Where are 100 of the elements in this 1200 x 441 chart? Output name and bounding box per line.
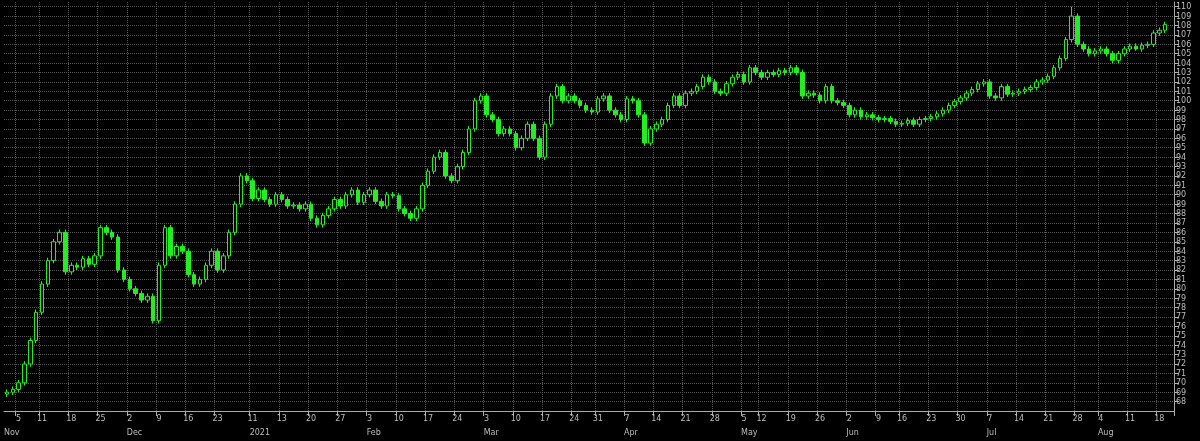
y-tick-label: 89 xyxy=(1176,199,1187,209)
candlestick xyxy=(391,191,395,200)
candlestick xyxy=(1052,64,1056,80)
text: 2021 xyxy=(249,427,270,437)
y-tick-label: 88 xyxy=(1176,209,1187,219)
x-tick-label: 10 xyxy=(393,413,404,423)
candlestick xyxy=(707,73,711,86)
candlestick xyxy=(40,280,44,316)
x-tick-label: 18 xyxy=(66,413,77,423)
candlestick xyxy=(233,200,237,236)
y-tick-label: 77 xyxy=(1176,312,1187,322)
x-tick-label: 11 xyxy=(247,413,258,423)
x-tick-label: 2 xyxy=(127,413,133,423)
x-tick-label: 14 xyxy=(1013,413,1025,423)
candlestick xyxy=(900,119,904,128)
candlestick xyxy=(350,186,354,199)
candlestick xyxy=(157,261,161,325)
y-tick-label: 80 xyxy=(1176,284,1187,294)
candlestick xyxy=(508,125,512,137)
text: Jun xyxy=(845,427,859,437)
y-tick-label: 84 xyxy=(1176,246,1187,256)
x-tick-label: 14 xyxy=(651,413,662,423)
y-tick-label: 73 xyxy=(1176,350,1187,360)
candlestick xyxy=(5,388,9,398)
x-tick-label: 13 xyxy=(276,413,287,423)
x-tick-label: 5 xyxy=(16,413,22,423)
x-tick-label: 27 xyxy=(335,413,346,423)
y-tick-label: 83 xyxy=(1176,256,1187,266)
y-tick-label: 100 xyxy=(1176,96,1192,106)
y-tick-label: 106 xyxy=(1176,39,1192,49)
candlestick xyxy=(783,67,787,76)
y-tick-label: 71 xyxy=(1176,368,1187,378)
y-tick-label: 95 xyxy=(1176,143,1187,153)
candlestick xyxy=(584,102,588,114)
x-tick-label: 16 xyxy=(896,413,908,423)
y-tick-label: 70 xyxy=(1176,378,1187,388)
x-tick-label: 18 xyxy=(1154,413,1165,423)
candlestick xyxy=(701,73,705,90)
y-tick-label: 107 xyxy=(1176,30,1192,40)
candlestick xyxy=(818,91,822,105)
x-tick-label: 21 xyxy=(1043,413,1054,423)
y-tick-label: 72 xyxy=(1176,359,1187,369)
candlestick xyxy=(198,276,202,288)
y-tick-label: 104 xyxy=(1176,58,1192,68)
candlestick xyxy=(116,233,120,274)
y-tick-label: 108 xyxy=(1176,21,1192,31)
x-tick-label: 5 xyxy=(741,413,747,423)
x-tick-label: 20 xyxy=(306,413,317,423)
candlestick xyxy=(432,153,436,175)
x-tick-label: 3 xyxy=(367,413,373,423)
y-tick-label: 96 xyxy=(1176,133,1187,143)
x-tick-label: 11 xyxy=(36,413,48,423)
x-tick-label: 9 xyxy=(876,413,882,423)
y-tick-label: 79 xyxy=(1176,293,1187,303)
x-tick-label: 9 xyxy=(156,413,162,423)
candlestick xyxy=(274,191,278,208)
y-tick-label: 92 xyxy=(1176,171,1187,181)
text: Aug xyxy=(1097,427,1114,437)
x-tick-label: 24 xyxy=(569,413,580,423)
candlestick xyxy=(976,80,980,93)
y-tick-label: 68 xyxy=(1176,397,1187,407)
y-tick-label: 110 xyxy=(1176,2,1192,12)
candlestick xyxy=(356,186,360,206)
y-tick-label: 75 xyxy=(1176,331,1187,341)
y-tick-label: 82 xyxy=(1176,265,1187,275)
x-tick-label: 28 xyxy=(1072,413,1083,423)
x-tick-label: 11 xyxy=(1125,413,1136,423)
candlestick xyxy=(473,97,477,133)
x-tick-label: 26 xyxy=(814,413,826,423)
y-tick-label: 105 xyxy=(1176,49,1192,59)
x-tick-label: 12 xyxy=(756,413,767,423)
text: Jul xyxy=(985,427,997,437)
candlestick xyxy=(1017,88,1021,97)
x-tick-label: 7 xyxy=(987,413,993,423)
y-tick-label: 101 xyxy=(1176,86,1192,96)
x-tick-label: 17 xyxy=(423,413,434,423)
y-tick-label: 86 xyxy=(1176,227,1187,237)
text: Mar xyxy=(483,427,500,437)
candlestick xyxy=(666,102,670,123)
text: Apr xyxy=(624,427,639,437)
y-tick-label: 85 xyxy=(1176,237,1187,247)
x-tick-label: 25 xyxy=(95,413,106,423)
candlestick xyxy=(941,106,945,118)
x-tick-label: 23 xyxy=(212,413,223,423)
candlestick xyxy=(935,110,939,121)
candlestick xyxy=(81,255,85,271)
x-tick-label: 30 xyxy=(955,413,966,423)
y-tick-label: 69 xyxy=(1176,387,1187,397)
candlestick xyxy=(315,214,319,229)
x-tick-label: 7 xyxy=(624,413,630,423)
candlestick xyxy=(859,106,863,121)
candlestick xyxy=(625,95,629,123)
y-tick-label: 90 xyxy=(1176,190,1187,200)
y-tick-label: 98 xyxy=(1176,115,1187,125)
x-tick-label: 2 xyxy=(846,413,852,423)
y-tick-label: 97 xyxy=(1176,124,1187,134)
x-tick-label: 3 xyxy=(484,413,490,423)
y-tick-label: 102 xyxy=(1176,77,1192,87)
x-tick-label: 28 xyxy=(709,413,720,423)
candlestick xyxy=(1134,42,1138,52)
